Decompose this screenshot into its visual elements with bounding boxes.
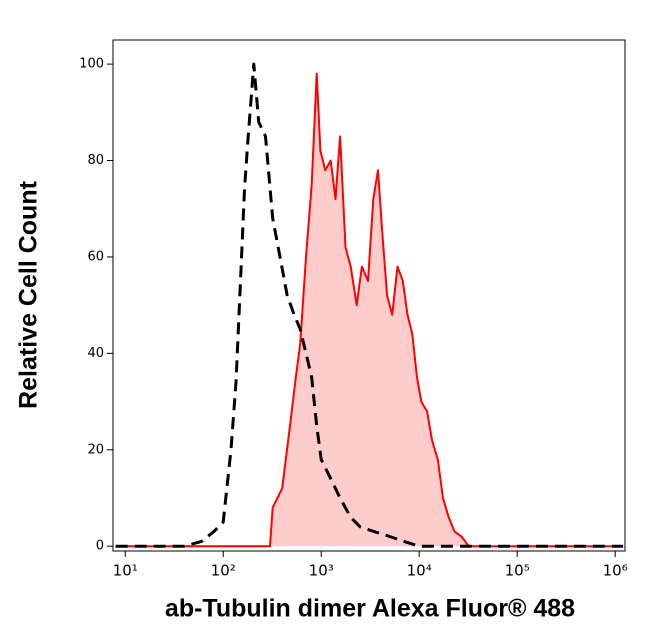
y-tick-label: 40: [87, 346, 104, 361]
y-tick-label: 80: [87, 153, 104, 168]
y-tick-label: 60: [87, 249, 104, 264]
x-tick-label: 10⁴: [407, 562, 432, 580]
area: [115, 73, 623, 547]
x-tick-label: 10¹: [113, 562, 138, 580]
y-tick-label: 0: [96, 539, 104, 554]
plot-frame: [112, 39, 626, 552]
x-tick-label: 10³: [309, 562, 334, 580]
line: [115, 62, 623, 548]
x-tick-label: 10⁵: [505, 562, 530, 580]
line: [115, 72, 623, 548]
y-axis-label: Relative Cell Count: [15, 180, 43, 408]
x-axis-label: ab-Tubulin dimer Alexa Fluor® 488: [165, 595, 575, 623]
y-tick-label: 20: [87, 442, 104, 457]
y-tick-label: 100: [79, 57, 104, 72]
x-tick-label: 10²: [211, 562, 236, 580]
x-tick-label: 10⁶: [603, 562, 628, 580]
